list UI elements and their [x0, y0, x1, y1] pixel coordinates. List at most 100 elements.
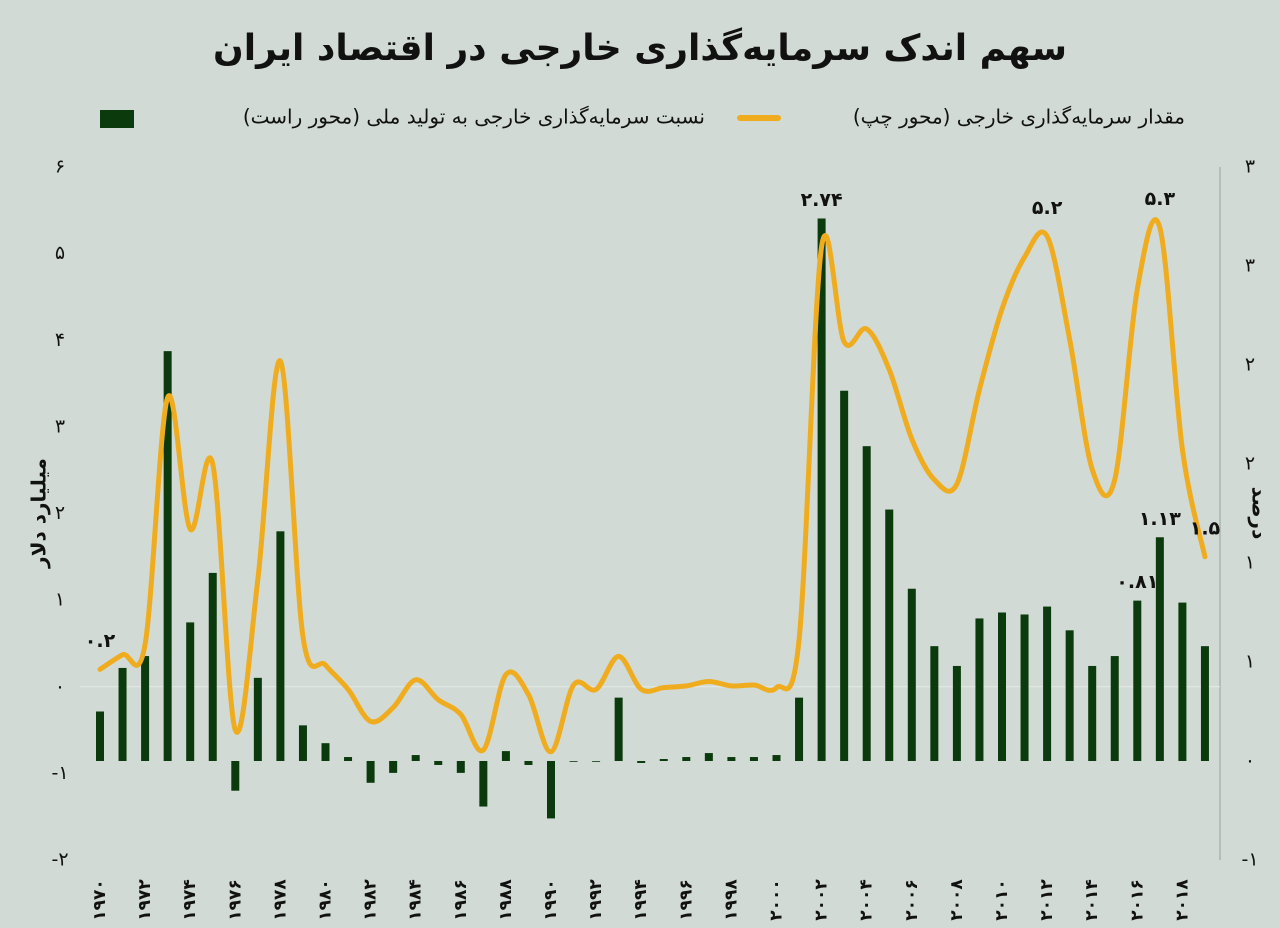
bar [389, 761, 398, 773]
data-label: ۰.۲ [85, 630, 116, 652]
bar [298, 725, 307, 761]
y-tick-label: ۳ [55, 415, 65, 437]
bar [795, 697, 804, 761]
bar [96, 711, 104, 761]
bar [276, 531, 285, 761]
data-label: ۱.۱۳ [1139, 508, 1181, 530]
x-tick-label: ۱۹۷۸ [270, 879, 290, 921]
data-label: ۱.۵ [1190, 517, 1221, 539]
x-tick-label: ۲۰۱۸ [1172, 879, 1192, 921]
bar [1043, 606, 1052, 761]
bar [253, 677, 262, 761]
x-tick-label: ۱۹۷۶ [225, 879, 245, 921]
bar [1065, 630, 1074, 761]
bar [862, 446, 871, 761]
y-tick-label: ۲ [55, 502, 65, 524]
y2-tick-label: ۳ [1245, 255, 1255, 277]
bar [231, 761, 240, 791]
bar [749, 757, 758, 761]
bar [885, 509, 894, 761]
bar [344, 757, 353, 761]
x-tick-label: ۱۹۸۲ [361, 879, 381, 921]
bar [704, 753, 713, 761]
bar [501, 751, 510, 761]
bar [817, 218, 826, 762]
bar [456, 761, 465, 773]
y2-tick-label: -۱ [1241, 849, 1258, 871]
x-tick-label: ۲۰۰۰ [767, 879, 787, 921]
legend-label: مقدار سرمایه‌گذاری خارجی (محور چپ) [853, 105, 1185, 130]
bar [208, 572, 217, 761]
bar [1200, 646, 1209, 761]
bar [321, 743, 330, 761]
y2-tick-label: ۳ [1245, 156, 1255, 178]
x-tick-label: ۱۹۹۲ [586, 879, 606, 921]
bar [1155, 537, 1164, 761]
y2-tick-label: ۱ [1245, 552, 1255, 574]
legend-swatch [100, 110, 134, 128]
bar [772, 755, 781, 761]
x-tick-label: ۲۰۱۴ [1082, 879, 1102, 921]
bar [434, 761, 443, 765]
x-tick-label: ۱۹۷۰ [90, 879, 110, 921]
bar [998, 612, 1006, 761]
x-tick-label: ۲۰۱۲ [1037, 879, 1057, 921]
bar [547, 761, 555, 819]
bar [1088, 665, 1097, 761]
x-tick-label: ۱۹۷۴ [180, 879, 200, 921]
bar [659, 759, 668, 761]
x-tick-label: ۱۹۸۸ [496, 879, 516, 921]
bar [1020, 614, 1029, 761]
bar [592, 761, 601, 762]
bar [1133, 600, 1142, 761]
bar [930, 646, 939, 761]
bar [1110, 656, 1119, 761]
bar [1178, 602, 1187, 761]
bar [975, 618, 984, 761]
x-tick-label: ۲۰۱۰ [992, 879, 1012, 921]
y-tick-label: ۱ [55, 589, 65, 611]
bar [569, 761, 578, 762]
legend-label: نسبت سرمایه‌گذاری خارجی به تولید ملی (مح… [243, 105, 705, 129]
bar [479, 761, 488, 807]
y2-tick-label: ۲ [1245, 354, 1255, 376]
bar [840, 390, 849, 761]
bar [411, 755, 420, 761]
x-tick-label: ۲۰۱۶ [1127, 879, 1147, 921]
bar [727, 757, 736, 761]
y-tick-label: -۲ [51, 849, 68, 871]
bar [163, 351, 172, 761]
x-tick-label: ۱۹۷۲ [135, 879, 155, 921]
y-tick-label: ۵ [55, 242, 65, 264]
x-tick-label: ۱۹۸۶ [451, 879, 471, 921]
bar [141, 656, 150, 761]
y2-tick-label: ۲ [1245, 453, 1255, 475]
data-label: ۰.۸۱ [1116, 571, 1158, 593]
bar [186, 622, 195, 761]
y2-tick-label: ۰ [1245, 750, 1255, 772]
bar [907, 588, 916, 761]
bar [682, 757, 691, 761]
x-tick-label: ۲۰۰۲ [812, 879, 832, 921]
bar [952, 665, 961, 761]
x-tick-label: ۲۰۰۶ [902, 879, 922, 921]
x-tick-label: ۱۹۹۰ [541, 879, 561, 921]
data-label: ۲.۷۴ [801, 189, 843, 211]
bar [614, 697, 623, 761]
y2-axis-title: درصد [1248, 487, 1272, 540]
data-label: ۵.۳ [1145, 188, 1176, 210]
y2-tick-label: ۱ [1245, 651, 1255, 673]
bar [118, 667, 127, 761]
x-tick-label: ۲۰۰۸ [947, 879, 967, 921]
data-label: ۵.۲ [1032, 197, 1063, 219]
x-tick-label: ۱۹۹۸ [721, 879, 741, 921]
x-tick-label: ۱۹۹۴ [631, 879, 651, 921]
y-tick-label: ۶ [55, 156, 65, 178]
line [97, 217, 1208, 755]
y-tick-label: -۱ [51, 762, 68, 784]
x-tick-label: ۲۰۰۴ [857, 879, 877, 921]
bar [524, 761, 533, 765]
bar [366, 761, 375, 783]
